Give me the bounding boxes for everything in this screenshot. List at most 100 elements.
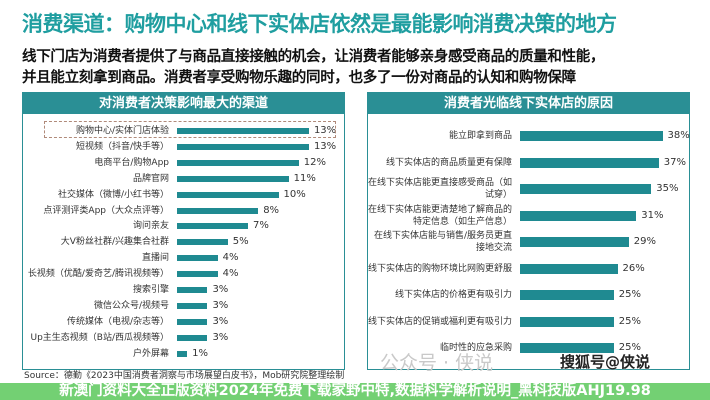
bar-value-label: 4% bbox=[222, 252, 239, 264]
bar-row: 电商平台/购物App 12% bbox=[23, 156, 344, 170]
bar-row: 线下实体店的购物环境比网购更舒服 26% bbox=[368, 262, 689, 276]
bar bbox=[520, 290, 614, 300]
bar-value-label: 4% bbox=[222, 268, 239, 280]
bar-row: 询问亲友 7% bbox=[23, 219, 344, 233]
bar-value-label: 25% bbox=[618, 315, 641, 327]
bar-row: 社交媒体（微博/小红书等） 10% bbox=[23, 188, 344, 202]
bar bbox=[177, 239, 228, 246]
bar-label: 询问亲友 bbox=[132, 221, 169, 232]
bar-label: 购物中心/实体门店体验 bbox=[75, 126, 169, 136]
right-chart-title: 消费者光临线下实体店的原因 bbox=[368, 93, 689, 114]
bar-row: 临时性的应急采购 25% bbox=[368, 341, 689, 355]
bar-row: 线下实体店的促销或福利更有吸引力 25% bbox=[368, 315, 689, 329]
bar-row: 微信公众号/视频号 3% bbox=[23, 299, 344, 313]
watermark-wechat: 公众号 · 侠说 bbox=[380, 352, 494, 374]
left-chart-title: 对消费者决策影响最大的渠道 bbox=[23, 93, 344, 114]
source-note: Source：德勤《2023中国消费者洞察与市场展望白皮书》，Mob研究院整理绘… bbox=[24, 371, 345, 381]
bar-label: 在线下实体店能更清楚地了解商品的特定信息（如生产信息） bbox=[367, 204, 512, 227]
bar-label: 社交媒体（微博/小红书等） bbox=[57, 189, 169, 200]
bar-row: 长视频（优酷/爱奇艺/腾讯视频等） 4% bbox=[23, 267, 344, 281]
bar-row: 在线下实体店能与销售/服务员更直接地交流 29% bbox=[368, 231, 689, 253]
highlight-box bbox=[44, 121, 336, 138]
bar-row: 能立即拿到商品 38% bbox=[368, 129, 690, 143]
left-chart-rows: 购物中心/实体门店体验 13% 短视频（抖音/快手等） 13% 电商平台/购物App 12… bbox=[23, 93, 344, 369]
bar-row: 户外屏幕 1% bbox=[23, 347, 344, 361]
bar-label: 品牌官网 bbox=[132, 173, 169, 184]
bar-row: 传统媒体（电视/杂志等） 3% bbox=[23, 315, 344, 329]
bar-row: 线下实体店的价格更有吸引力 25% bbox=[368, 288, 689, 302]
bar-label: 线下实体店的促销或福利更有吸引力 bbox=[367, 316, 512, 327]
bar-value-label: 13% bbox=[313, 140, 337, 152]
bar bbox=[520, 263, 618, 274]
bar bbox=[177, 334, 208, 341]
bar-value-label: 3% bbox=[212, 331, 229, 343]
bar-value-label: 1% bbox=[192, 347, 209, 359]
bar-value-label: 31% bbox=[641, 209, 664, 221]
bar-value-label: 35% bbox=[656, 183, 679, 194]
bar-row: 直播间 4% bbox=[23, 251, 344, 265]
bar-label: 户外屏幕 bbox=[132, 348, 169, 359]
page-title: 消费渠道：购物中心和线下实体店依然是最能影响消费决策的地方 bbox=[22, 12, 617, 36]
bar-label: 线下实体店的价格更有吸引力 bbox=[394, 290, 512, 300]
bar-label: 线下实体店的商品质量更有保障 bbox=[385, 157, 512, 168]
bar-label: 点评测评类App（大众点评等） bbox=[43, 205, 169, 216]
bar-label: 搜索引擎 bbox=[132, 285, 169, 295]
bar-value-label: 26% bbox=[622, 262, 645, 274]
bar bbox=[177, 191, 279, 198]
bar bbox=[177, 271, 218, 278]
right-chart-panel: 消费者光临线下实体店的原因 能立即拿到商品 38% 线下实体店的商品质量更有保障 37… bbox=[367, 92, 690, 370]
bar-label: 线下实体店的购物环境比网购更舒服 bbox=[367, 263, 512, 274]
bar bbox=[177, 318, 208, 325]
bar-label: 长视频（优酷/爱奇艺/腾讯视频等） bbox=[27, 269, 169, 280]
bar bbox=[520, 343, 614, 353]
bar-row: 线下实体店的商品质量更有保障 37% bbox=[368, 156, 689, 170]
bar-value-label: 37% bbox=[663, 156, 686, 168]
bar-row: 购物中心/实体门店体验 13% bbox=[23, 124, 344, 138]
bar-label: 微信公众号/视频号 bbox=[93, 300, 169, 311]
bar-row: 搜索引擎 3% bbox=[23, 283, 344, 297]
bar bbox=[177, 159, 299, 166]
bar bbox=[520, 237, 629, 247]
bar bbox=[177, 350, 188, 357]
bar bbox=[177, 128, 309, 134]
bar bbox=[520, 131, 663, 141]
bar bbox=[520, 316, 614, 327]
bar-value-label: 25% bbox=[618, 289, 641, 300]
bar-value-label: 12% bbox=[303, 156, 327, 168]
bar-value-label: 3% bbox=[212, 299, 229, 311]
overlay-banner[interactable]: 新澳门资料大全正版资料2024年免费下载家野中特,数据科学解析说明_黑科技版AH… bbox=[0, 383, 710, 400]
subtitle-line-2: 并且能立刻拿到商品。消费者享受购物乐趣的同时，也多了一份对商品的认知和购物保障 bbox=[22, 70, 576, 86]
bar bbox=[177, 302, 208, 309]
bar bbox=[520, 210, 637, 221]
bar-label: 电商平台/购物App bbox=[94, 157, 169, 168]
bar-row: 品牌官网 11% bbox=[23, 172, 344, 186]
bar-value-label: 3% bbox=[212, 315, 229, 327]
bar-value-label: 3% bbox=[212, 284, 229, 295]
bar-value-label: 11% bbox=[293, 172, 316, 184]
bar-value-label: 5% bbox=[232, 236, 249, 248]
bar bbox=[520, 184, 652, 194]
bar bbox=[177, 207, 259, 214]
bar-label: 在线下实体店能更直接感受商品（如试穿） bbox=[367, 178, 512, 200]
bar bbox=[177, 255, 218, 262]
left-chart-panel: 对消费者决策影响最大的渠道 购物中心/实体门店体验 13% 短视频（抖音/快手等） 1… bbox=[22, 92, 345, 370]
bar bbox=[177, 143, 309, 150]
bar bbox=[177, 175, 289, 182]
bar-row: 大V粉丝社群/兴趣集合社群 5% bbox=[23, 235, 344, 249]
bar-label: 临时性的应急采购 bbox=[439, 343, 512, 353]
bar-value-label: 25% bbox=[618, 342, 641, 353]
bar-row: 在线下实体店能更清楚地了解商品的特定信息（如生产信息） 31% bbox=[368, 205, 689, 227]
bar-row: 在线下实体店能更直接感受商品（如试穿） 35% bbox=[368, 178, 689, 200]
bar-label: 短视频（抖音/快手等） bbox=[75, 141, 169, 152]
bar-value-label: 13% bbox=[313, 125, 337, 136]
bar-label: Up主生态视频（B站/西瓜视频等） bbox=[30, 332, 169, 343]
bar-value-label: 8% bbox=[263, 204, 280, 216]
bar-value-label: 7% bbox=[253, 220, 269, 232]
bar-row: Up主生态视频（B站/西瓜视频等） 3% bbox=[23, 331, 344, 345]
bar-value-label: 29% bbox=[633, 236, 656, 247]
bar bbox=[177, 287, 208, 293]
bar-label: 能立即拿到商品 bbox=[448, 131, 512, 141]
right-chart-rows: 能立即拿到商品 38% 线下实体店的商品质量更有保障 37% 在线下实体店能更直接感受商… bbox=[368, 93, 690, 369]
bar bbox=[177, 223, 249, 230]
bar-label: 直播间 bbox=[141, 253, 169, 264]
